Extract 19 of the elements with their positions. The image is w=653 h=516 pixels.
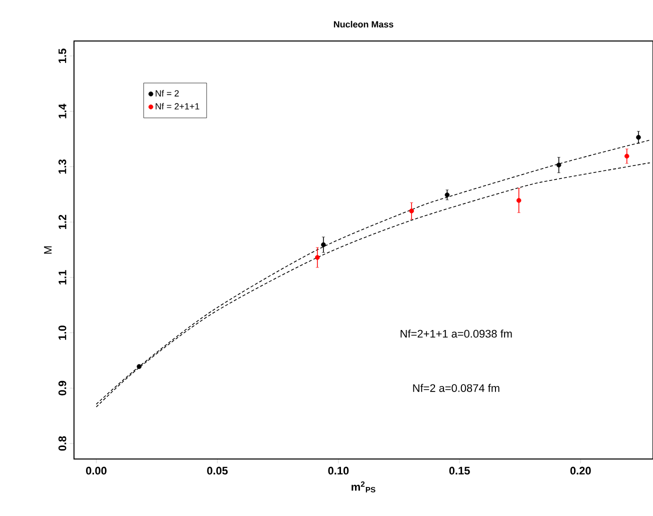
y-axis-title: M [44, 246, 52, 254]
y-tick-label: 0.9 [58, 380, 66, 396]
y-tick-label: 1.1 [58, 270, 66, 284]
x-tick-label: 0.15 [449, 466, 470, 475]
legend-label: Nf = 2+1+1 [156, 102, 200, 110]
x-tick-label: 0.00 [86, 466, 106, 475]
x-tick-label: 0.05 [207, 466, 228, 475]
y-tick-label: 1.2 [58, 214, 66, 229]
y-tick-label: 1.4 [58, 104, 66, 118]
y-tick-label: 1.3 [58, 159, 66, 174]
annotation: Nf=2 a=0.0874 fm [413, 384, 500, 392]
x-tick-label: 0.10 [328, 466, 349, 475]
y-tick-label: 0.8 [58, 436, 66, 451]
y-tick-label: 1.5 [58, 48, 66, 63]
legend-label: Nf = 2 [156, 90, 179, 96]
chart-title: Nucleon Mass [334, 20, 394, 28]
x-tick-label: 0.20 [570, 466, 591, 475]
annotation: Nf=2+1+1 a=0.0938 fm [400, 330, 512, 338]
y-tick-label: 1.0 [58, 326, 66, 340]
